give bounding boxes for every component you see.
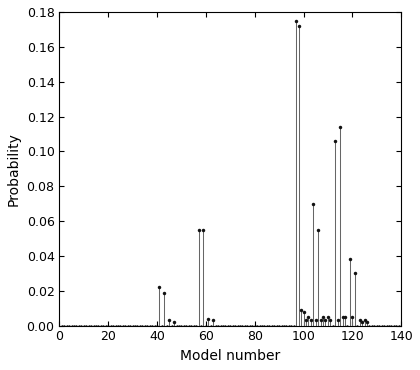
Y-axis label: Probability: Probability <box>7 132 21 206</box>
X-axis label: Model number: Model number <box>180 349 281 363</box>
